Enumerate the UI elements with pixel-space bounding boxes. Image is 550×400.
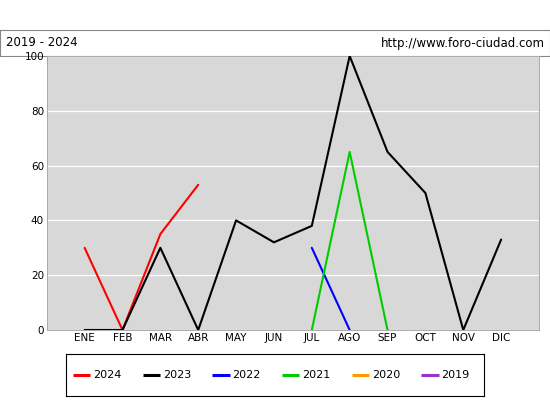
Text: 2019 - 2024: 2019 - 2024 bbox=[6, 36, 77, 50]
Text: 2020: 2020 bbox=[372, 370, 400, 380]
Text: 2022: 2022 bbox=[233, 370, 261, 380]
Text: 2024: 2024 bbox=[93, 370, 122, 380]
Text: 2019: 2019 bbox=[442, 370, 470, 380]
Text: http://www.foro-ciudad.com: http://www.foro-ciudad.com bbox=[381, 36, 544, 50]
Text: 2021: 2021 bbox=[302, 370, 331, 380]
Text: Evolucion Nº Turistas Extranjeros en el municipio de Ibdes: Evolucion Nº Turistas Extranjeros en el … bbox=[74, 8, 476, 22]
Text: 2023: 2023 bbox=[163, 370, 191, 380]
